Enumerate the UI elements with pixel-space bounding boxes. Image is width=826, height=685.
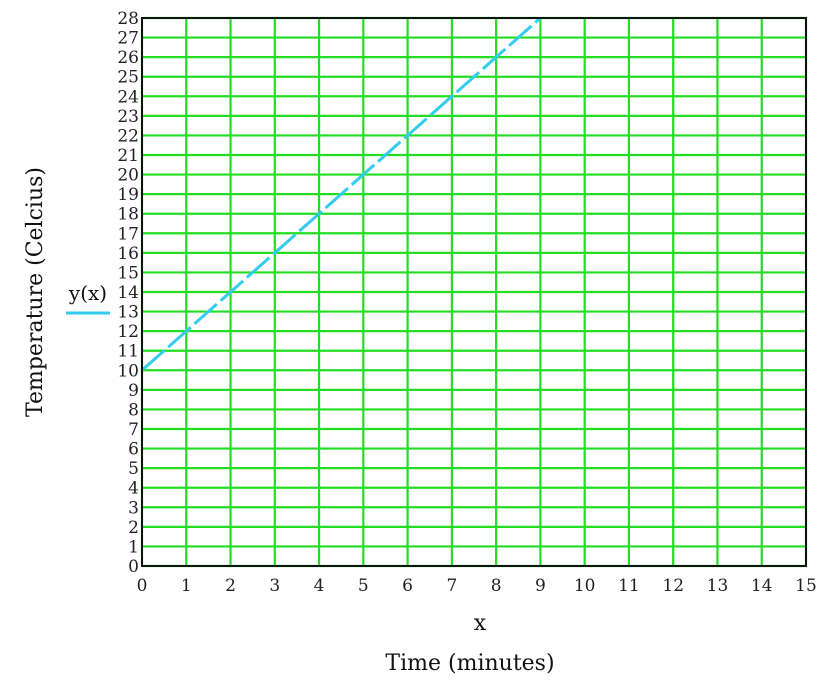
- y-tick-label-21: 21: [117, 146, 139, 166]
- y-tick-label-26: 26: [117, 48, 139, 68]
- y-tick-label-10: 10: [117, 361, 139, 381]
- y-tick-label-8: 8: [128, 400, 139, 420]
- x-tick-label-12: 12: [662, 576, 684, 596]
- y-tick-label-9: 9: [128, 381, 139, 401]
- x-tick-label-14: 14: [751, 576, 773, 596]
- y-tick-label-22: 22: [117, 126, 139, 146]
- y-tick-label-11: 11: [117, 342, 139, 362]
- plot-frame: [141, 17, 807, 567]
- x-tick-label-9: 9: [535, 576, 546, 596]
- y-tick-label-13: 13: [117, 303, 139, 323]
- y-tick-labels: 0123456789101112131415161718192021222324…: [117, 9, 139, 577]
- y-axis-title: Temperature (Celcius): [23, 167, 48, 417]
- y-tick-label-6: 6: [128, 440, 139, 460]
- x-tick-label-1: 1: [181, 576, 192, 596]
- y-tick-label-15: 15: [117, 263, 139, 283]
- x-tick-label-5: 5: [358, 576, 369, 596]
- x-variable-label: x: [474, 611, 487, 636]
- y-tick-label-20: 20: [117, 166, 139, 186]
- x-tick-label-10: 10: [574, 576, 596, 596]
- y-tick-label-2: 2: [128, 518, 139, 538]
- y-tick-label-3: 3: [128, 498, 139, 518]
- y-tick-label-14: 14: [117, 283, 139, 303]
- series-line-0: [141, 16, 542, 372]
- y-tick-label-0: 0: [128, 557, 139, 577]
- x-tick-label-4: 4: [314, 576, 325, 596]
- y-tick-label-23: 23: [117, 107, 139, 127]
- x-tick-label-0: 0: [137, 576, 148, 596]
- y-tick-label-25: 25: [117, 68, 139, 88]
- y-tick-label-1: 1: [128, 537, 139, 557]
- y-tick-label-16: 16: [117, 244, 139, 264]
- x-tick-label-8: 8: [491, 576, 502, 596]
- y-tick-label-28: 28: [117, 9, 139, 29]
- y-tick-label-7: 7: [128, 420, 139, 440]
- legend-label-y-x: y(x): [68, 281, 107, 305]
- x-tick-label-3: 3: [269, 576, 280, 596]
- y-tick-label-27: 27: [117, 29, 139, 49]
- x-tick-label-7: 7: [446, 576, 457, 596]
- y-tick-label-12: 12: [117, 322, 139, 342]
- x-tick-label-6: 6: [402, 576, 413, 596]
- grid: [140, 16, 808, 568]
- y-tick-label-17: 17: [117, 224, 139, 244]
- y-tick-label-4: 4: [128, 479, 139, 499]
- x-tick-label-2: 2: [225, 576, 236, 596]
- x-tick-labels: 0 1 2 3 4 5 6 7 8 9 10 11 12 13 14 15: [137, 576, 817, 596]
- x-axis-title: Time (minutes): [385, 651, 554, 676]
- x-tick-label-11: 11: [618, 576, 640, 596]
- y-tick-label-24: 24: [117, 87, 139, 107]
- y-tick-label-5: 5: [128, 459, 139, 479]
- y-tick-label-19: 19: [117, 185, 139, 205]
- series-layer: [141, 16, 542, 372]
- x-tick-label-15: 15: [795, 576, 817, 596]
- x-tick-label-13: 13: [707, 576, 729, 596]
- y-tick-label-18: 18: [117, 205, 139, 225]
